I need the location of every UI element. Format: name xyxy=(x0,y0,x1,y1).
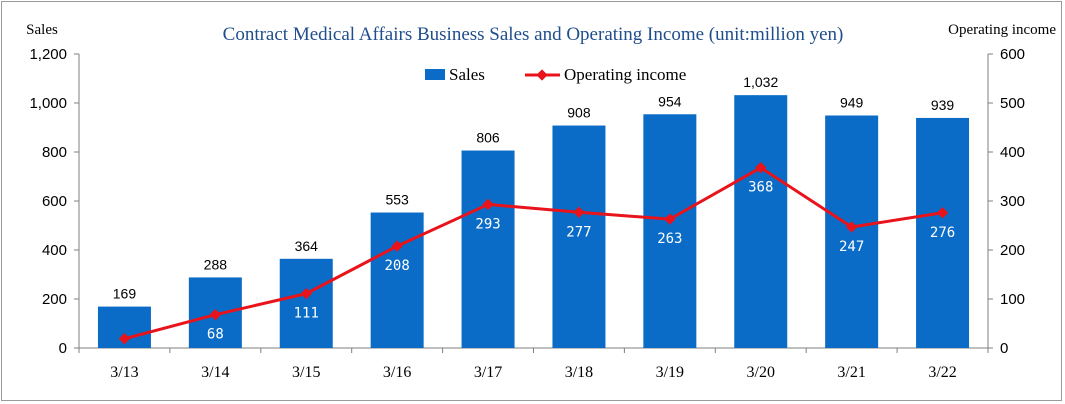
income-data-label: 263 xyxy=(657,231,682,247)
sales-data-label: 908 xyxy=(567,105,591,121)
sales-data-label: 949 xyxy=(840,94,864,110)
income-point xyxy=(482,198,494,211)
y2-tick-label: 300 xyxy=(1000,193,1025,210)
sales-data-label: 288 xyxy=(204,256,228,272)
category-label: 3/16 xyxy=(383,364,411,381)
category-label: 3/20 xyxy=(747,364,775,381)
income-data-label: 277 xyxy=(566,224,591,240)
income-data-label: 368 xyxy=(748,180,773,196)
income-data-label: 111 xyxy=(294,306,319,322)
income-point xyxy=(209,309,222,321)
y-tick-label: 400 xyxy=(42,242,67,259)
income-point xyxy=(755,162,767,174)
sales-bar xyxy=(279,258,333,348)
income-point xyxy=(936,207,949,219)
category-label: 3/13 xyxy=(110,364,138,381)
sales-data-label: 553 xyxy=(385,192,409,208)
income-data-label: 68 xyxy=(207,327,224,343)
sales-data-label: 939 xyxy=(931,97,955,113)
income-point xyxy=(664,213,676,225)
sales-data-label: 364 xyxy=(295,238,319,254)
sales-bar xyxy=(461,150,515,348)
y-tick-label: 0 xyxy=(59,340,67,357)
y-tick-label: 1,200 xyxy=(29,46,67,63)
y2-tick-label: 0 xyxy=(1000,340,1008,357)
y2-axis-title: Operating income xyxy=(948,22,1056,38)
y-axis-title: Sales xyxy=(26,22,58,38)
income-point xyxy=(845,221,858,233)
sales-data-label: 954 xyxy=(658,93,682,109)
y-tick-label: 1,000 xyxy=(29,95,67,112)
legend-income-label: Operating income xyxy=(564,65,686,84)
y2-tick-label: 200 xyxy=(1000,242,1025,259)
sales-data-label: 169 xyxy=(113,286,137,302)
legend-income-marker xyxy=(536,69,548,81)
income-point xyxy=(391,240,403,252)
category-label: 3/22 xyxy=(928,364,956,381)
y2-tick-label: 600 xyxy=(1000,46,1025,63)
income-data-label: 276 xyxy=(930,225,955,241)
income-point xyxy=(300,287,312,300)
income-data-label: 19 xyxy=(116,351,133,367)
y-tick-label: 800 xyxy=(42,144,67,161)
sales-data-label: 806 xyxy=(476,130,500,146)
sales-labels: 169 288 364 553 806 908 954 1,032 949 939 xyxy=(113,74,955,301)
sales-bar xyxy=(734,95,788,348)
category-label: 3/18 xyxy=(565,364,593,381)
sales-data-label: 1,032 xyxy=(743,74,778,90)
legend: Sales Operating income xyxy=(425,65,686,84)
income-line xyxy=(124,166,943,341)
y2-tick-label: 500 xyxy=(1000,95,1025,112)
sales-bar xyxy=(370,212,424,348)
sales-bar xyxy=(916,117,970,348)
category-label: 3/19 xyxy=(656,364,684,381)
income-labels: 19 68 111 208 293 277 263 368 247 276 xyxy=(116,180,955,367)
y-tick-label: 600 xyxy=(42,193,67,210)
income-point xyxy=(573,206,585,218)
legend-sales-swatch xyxy=(425,69,445,80)
sales-bars xyxy=(97,95,970,349)
category-label: 3/21 xyxy=(837,364,865,381)
sales-bar xyxy=(552,125,606,348)
y2-tick-label: 100 xyxy=(1000,291,1025,308)
legend-sales-label: Sales xyxy=(449,65,485,84)
category-label: 3/15 xyxy=(292,364,320,381)
category-label: 3/14 xyxy=(201,364,229,381)
y2-tick-label: 400 xyxy=(1000,144,1025,161)
category-labels: 3/13 3/14 3/15 3/16 3/17 3/18 3/19 3/20 3/21 3/22 xyxy=(110,364,957,381)
category-label: 3/17 xyxy=(474,364,502,381)
income-data-label: 208 xyxy=(385,258,410,274)
income-data-label: 247 xyxy=(839,239,864,255)
income-data-label: 293 xyxy=(475,216,500,232)
income-line-group xyxy=(118,162,949,345)
axes: 0 200 400 600 800 1,000 1,200 0 100 200 300 400 500 6… xyxy=(29,46,1025,357)
sales-bar xyxy=(643,114,697,349)
y-tick-label: 200 xyxy=(42,291,67,308)
chart-title: Contract Medical Affairs Business Sales … xyxy=(223,24,844,45)
